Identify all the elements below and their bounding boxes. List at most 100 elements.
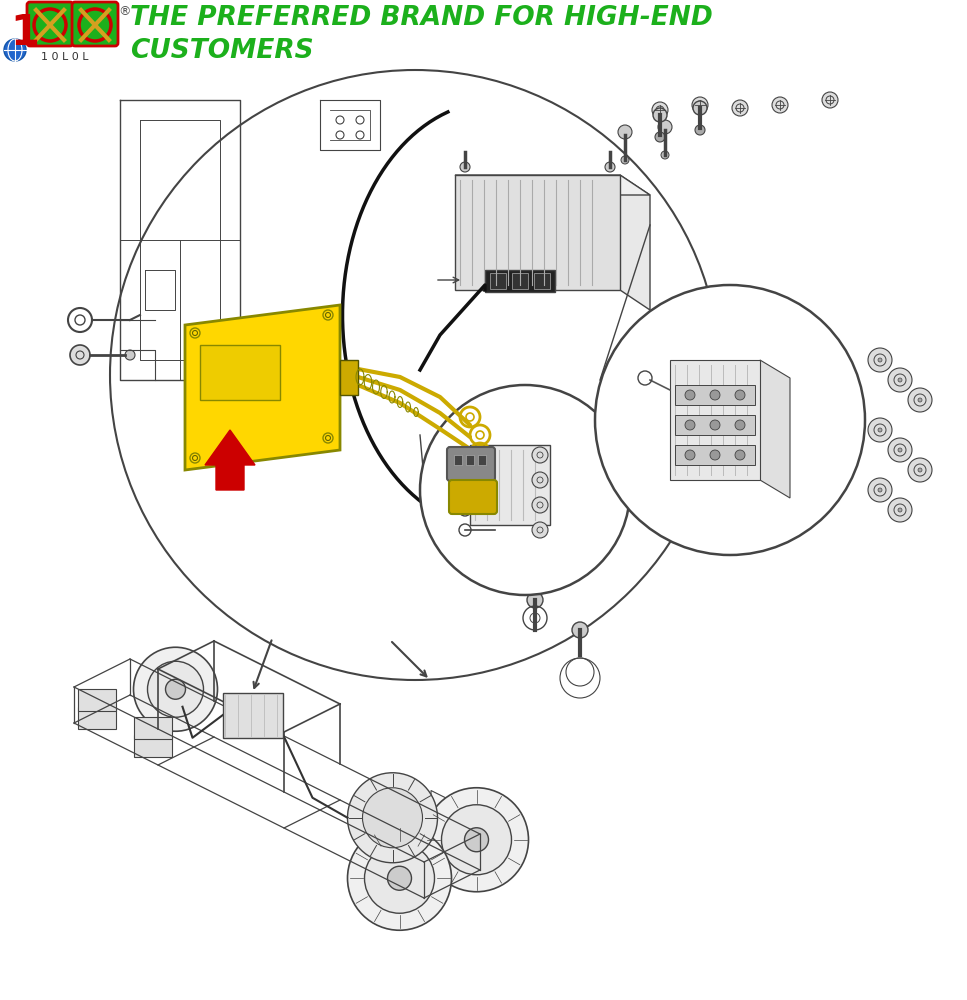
Circle shape — [532, 497, 548, 513]
Circle shape — [658, 120, 672, 134]
Circle shape — [133, 647, 218, 731]
Circle shape — [652, 102, 668, 118]
Bar — [675, 415, 755, 435]
Circle shape — [878, 358, 882, 362]
Circle shape — [532, 522, 548, 538]
Bar — [133, 717, 171, 739]
Circle shape — [460, 162, 470, 172]
Circle shape — [693, 101, 707, 115]
Polygon shape — [620, 175, 650, 310]
Text: 1 0 L 0 L: 1 0 L 0 L — [42, 52, 89, 62]
Circle shape — [918, 468, 922, 472]
Circle shape — [425, 788, 529, 892]
FancyBboxPatch shape — [27, 2, 73, 46]
Circle shape — [532, 472, 548, 488]
Bar — [675, 445, 755, 465]
Circle shape — [710, 390, 720, 400]
Bar — [77, 707, 115, 729]
Circle shape — [655, 132, 665, 142]
Circle shape — [710, 420, 720, 430]
Circle shape — [735, 420, 745, 430]
Circle shape — [618, 125, 632, 139]
Circle shape — [165, 679, 186, 699]
Bar — [455, 175, 620, 290]
Circle shape — [695, 125, 705, 135]
Text: THE PREFERRED BRAND FOR HIGH-END: THE PREFERRED BRAND FOR HIGH-END — [130, 5, 713, 31]
Circle shape — [365, 843, 434, 913]
Bar — [222, 693, 282, 738]
Bar — [675, 385, 755, 405]
Circle shape — [878, 488, 882, 492]
FancyBboxPatch shape — [72, 2, 118, 46]
Circle shape — [878, 428, 882, 432]
Polygon shape — [185, 305, 340, 470]
Bar — [470, 445, 550, 525]
Circle shape — [4, 39, 26, 61]
Polygon shape — [760, 360, 790, 498]
Circle shape — [363, 788, 423, 848]
Polygon shape — [455, 175, 650, 195]
Bar — [478, 455, 486, 465]
Text: 1: 1 — [10, 12, 39, 54]
FancyBboxPatch shape — [447, 447, 495, 481]
Circle shape — [464, 828, 488, 852]
Circle shape — [735, 390, 745, 400]
Circle shape — [595, 285, 865, 555]
Circle shape — [732, 100, 748, 116]
Bar — [466, 455, 474, 465]
Circle shape — [190, 453, 200, 463]
Circle shape — [323, 433, 333, 443]
Circle shape — [605, 162, 615, 172]
Circle shape — [888, 438, 912, 462]
Circle shape — [347, 826, 452, 930]
Bar — [77, 689, 115, 711]
FancyArrow shape — [205, 430, 255, 490]
Circle shape — [898, 508, 902, 512]
Circle shape — [692, 97, 708, 113]
FancyBboxPatch shape — [449, 480, 497, 514]
Bar — [133, 735, 171, 757]
Circle shape — [735, 450, 745, 460]
Circle shape — [148, 661, 203, 717]
Circle shape — [908, 388, 932, 412]
Circle shape — [125, 350, 135, 360]
Circle shape — [685, 390, 695, 400]
Circle shape — [388, 866, 412, 890]
Circle shape — [420, 385, 630, 595]
Circle shape — [908, 458, 932, 482]
Circle shape — [572, 622, 588, 638]
Circle shape — [661, 151, 669, 159]
Circle shape — [898, 378, 902, 382]
Circle shape — [621, 156, 629, 164]
Bar — [340, 360, 358, 395]
Bar — [670, 360, 760, 480]
Circle shape — [190, 328, 200, 338]
Circle shape — [868, 418, 892, 442]
Circle shape — [868, 478, 892, 502]
Circle shape — [888, 368, 912, 392]
Circle shape — [442, 805, 512, 875]
Bar — [534, 273, 550, 289]
Bar — [200, 345, 280, 400]
Circle shape — [685, 450, 695, 460]
Circle shape — [898, 448, 902, 452]
Circle shape — [822, 92, 838, 108]
Circle shape — [532, 447, 548, 463]
Circle shape — [888, 498, 912, 522]
Circle shape — [527, 592, 543, 608]
Circle shape — [347, 773, 437, 863]
Text: ®: ® — [118, 5, 131, 18]
Circle shape — [868, 348, 892, 372]
Polygon shape — [361, 826, 417, 902]
Circle shape — [70, 345, 90, 365]
Bar — [512, 273, 528, 289]
Circle shape — [710, 450, 720, 460]
Text: CUSTOMERS: CUSTOMERS — [130, 38, 313, 64]
Bar — [485, 270, 555, 292]
Circle shape — [653, 108, 667, 122]
Circle shape — [918, 398, 922, 402]
Bar — [454, 455, 462, 465]
Circle shape — [323, 310, 333, 320]
Polygon shape — [431, 790, 487, 866]
Bar — [490, 273, 506, 289]
